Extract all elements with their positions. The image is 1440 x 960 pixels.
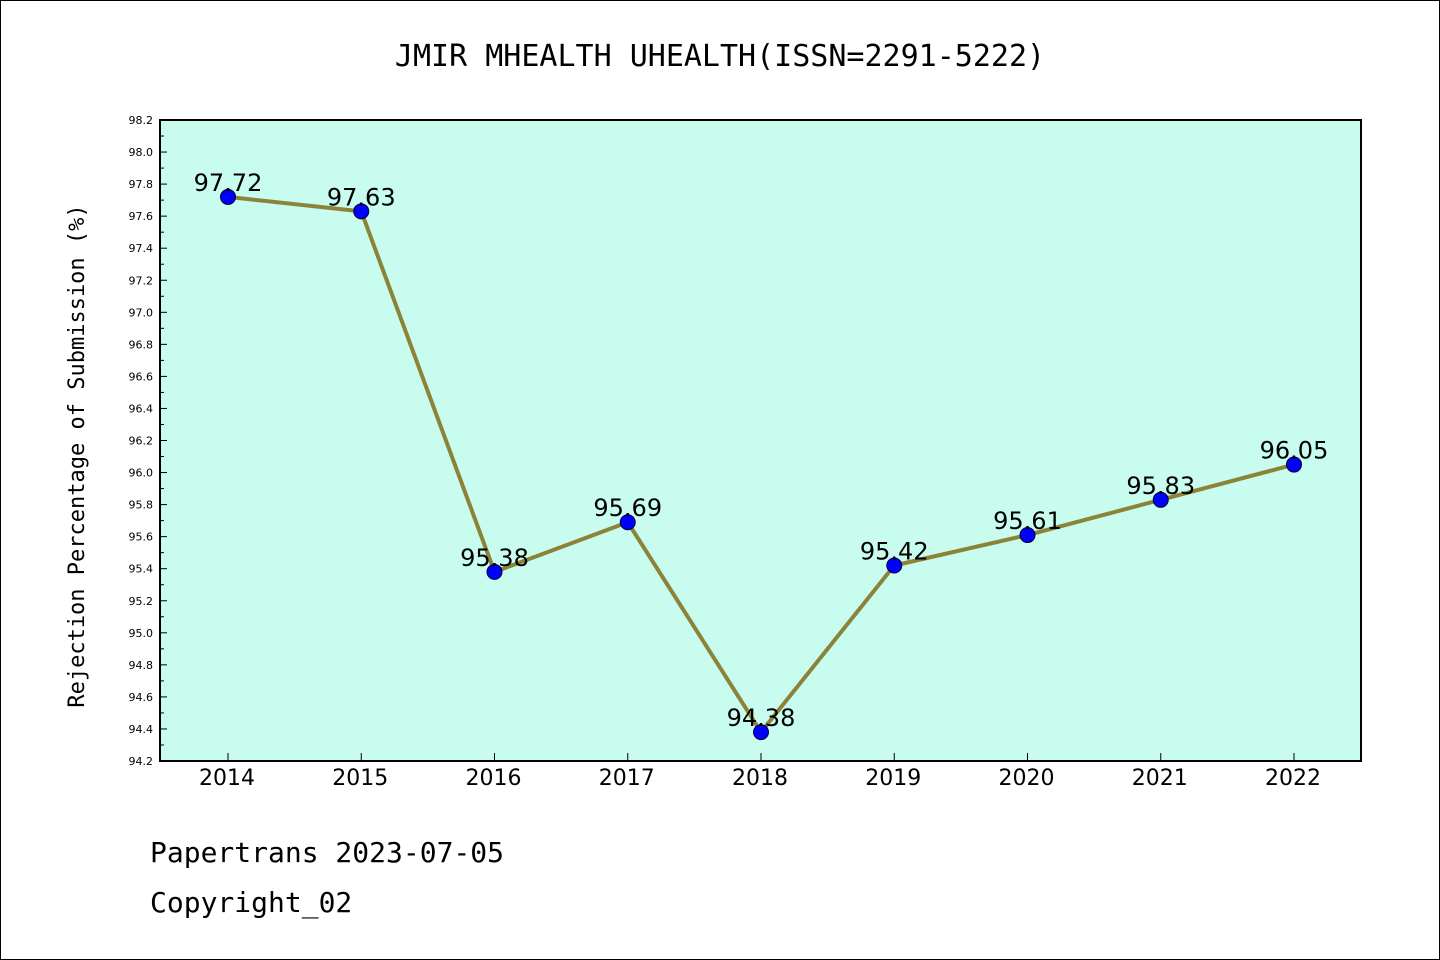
y-tick-label: 96.6 bbox=[129, 370, 154, 383]
data-label: 95.69 bbox=[593, 494, 662, 522]
x-tick-label: 2015 bbox=[332, 766, 388, 791]
x-tick-label: 2014 bbox=[199, 766, 255, 791]
y-tick-label: 95.4 bbox=[129, 563, 154, 576]
y-tick-label: 98.2 bbox=[129, 114, 154, 127]
data-label: 97.63 bbox=[327, 183, 396, 211]
data-label: 95.61 bbox=[993, 507, 1062, 535]
data-point bbox=[220, 188, 236, 205]
data-point bbox=[353, 203, 370, 220]
data-label: 95.83 bbox=[1126, 472, 1195, 500]
y-tick-label: 97.4 bbox=[129, 242, 154, 255]
x-tick-label: 2016 bbox=[466, 766, 522, 791]
y-tick-label: 97.0 bbox=[129, 306, 154, 319]
series-markers bbox=[220, 188, 1302, 741]
x-tick-label: 2017 bbox=[599, 766, 655, 791]
x-tick-label: 2021 bbox=[1132, 766, 1188, 791]
y-tick-label: 97.6 bbox=[129, 210, 154, 223]
y-tick-label: 95.2 bbox=[129, 595, 154, 608]
y-axis-ticks: 94.2 94.4 94.6 94.8 95.0 95.2 95.4 95.6 95.8 96.0… bbox=[129, 114, 167, 768]
chart-title: JMIR MHEALTH UHEALTH(ISSN=2291-5222) bbox=[395, 39, 1045, 74]
y-tick-label: 97.8 bbox=[129, 178, 154, 191]
footer-date: Papertrans 2023-07-05 bbox=[150, 836, 505, 869]
data-label: 94.38 bbox=[727, 704, 796, 732]
x-tick-label: 2020 bbox=[999, 766, 1055, 791]
y-axis-label: Rejection Percentage of Submission (%) bbox=[65, 204, 90, 707]
data-point bbox=[1152, 491, 1169, 508]
data-point bbox=[1286, 456, 1302, 473]
data-label: 97.72 bbox=[194, 169, 263, 197]
y-tick-label: 95.8 bbox=[129, 499, 154, 512]
y-tick-label: 94.6 bbox=[129, 691, 154, 704]
data-point bbox=[486, 563, 503, 580]
data-label: 96.05 bbox=[1260, 437, 1329, 465]
y-tick-label: 98.0 bbox=[129, 146, 154, 159]
y-tick-label: 95.6 bbox=[129, 531, 154, 544]
y-tick-label: 94.8 bbox=[129, 659, 154, 672]
y-tick-label: 96.4 bbox=[129, 402, 154, 415]
data-label: 95.38 bbox=[460, 544, 529, 572]
y-tick-label: 94.4 bbox=[129, 723, 154, 736]
x-axis-ticks: 2014 2015 2016 2017 2018 2019 2020 2021 2022 bbox=[199, 753, 1321, 791]
x-tick-label: 2019 bbox=[865, 766, 921, 791]
y-tick-label: 94.2 bbox=[129, 755, 154, 768]
y-tick-label: 95.0 bbox=[129, 627, 154, 640]
data-point bbox=[753, 724, 769, 741]
footer-copyright: Copyright_02 bbox=[150, 886, 353, 919]
y-tick-label: 96.8 bbox=[129, 338, 154, 351]
data-labels: 97.72 97.63 95.38 95.69 94.38 95.42 95.61 95.83… bbox=[194, 169, 1329, 732]
x-tick-label: 2022 bbox=[1265, 766, 1321, 791]
data-label: 95.42 bbox=[860, 537, 929, 565]
y-tick-label: 96.0 bbox=[129, 467, 154, 480]
data-point bbox=[886, 557, 903, 574]
x-tick-label: 2018 bbox=[732, 766, 788, 791]
data-point bbox=[619, 514, 636, 531]
plot-area bbox=[159, 119, 1362, 762]
y-tick-label: 97.2 bbox=[129, 274, 154, 287]
y-tick-label: 96.2 bbox=[129, 435, 154, 448]
data-point bbox=[1019, 527, 1036, 544]
